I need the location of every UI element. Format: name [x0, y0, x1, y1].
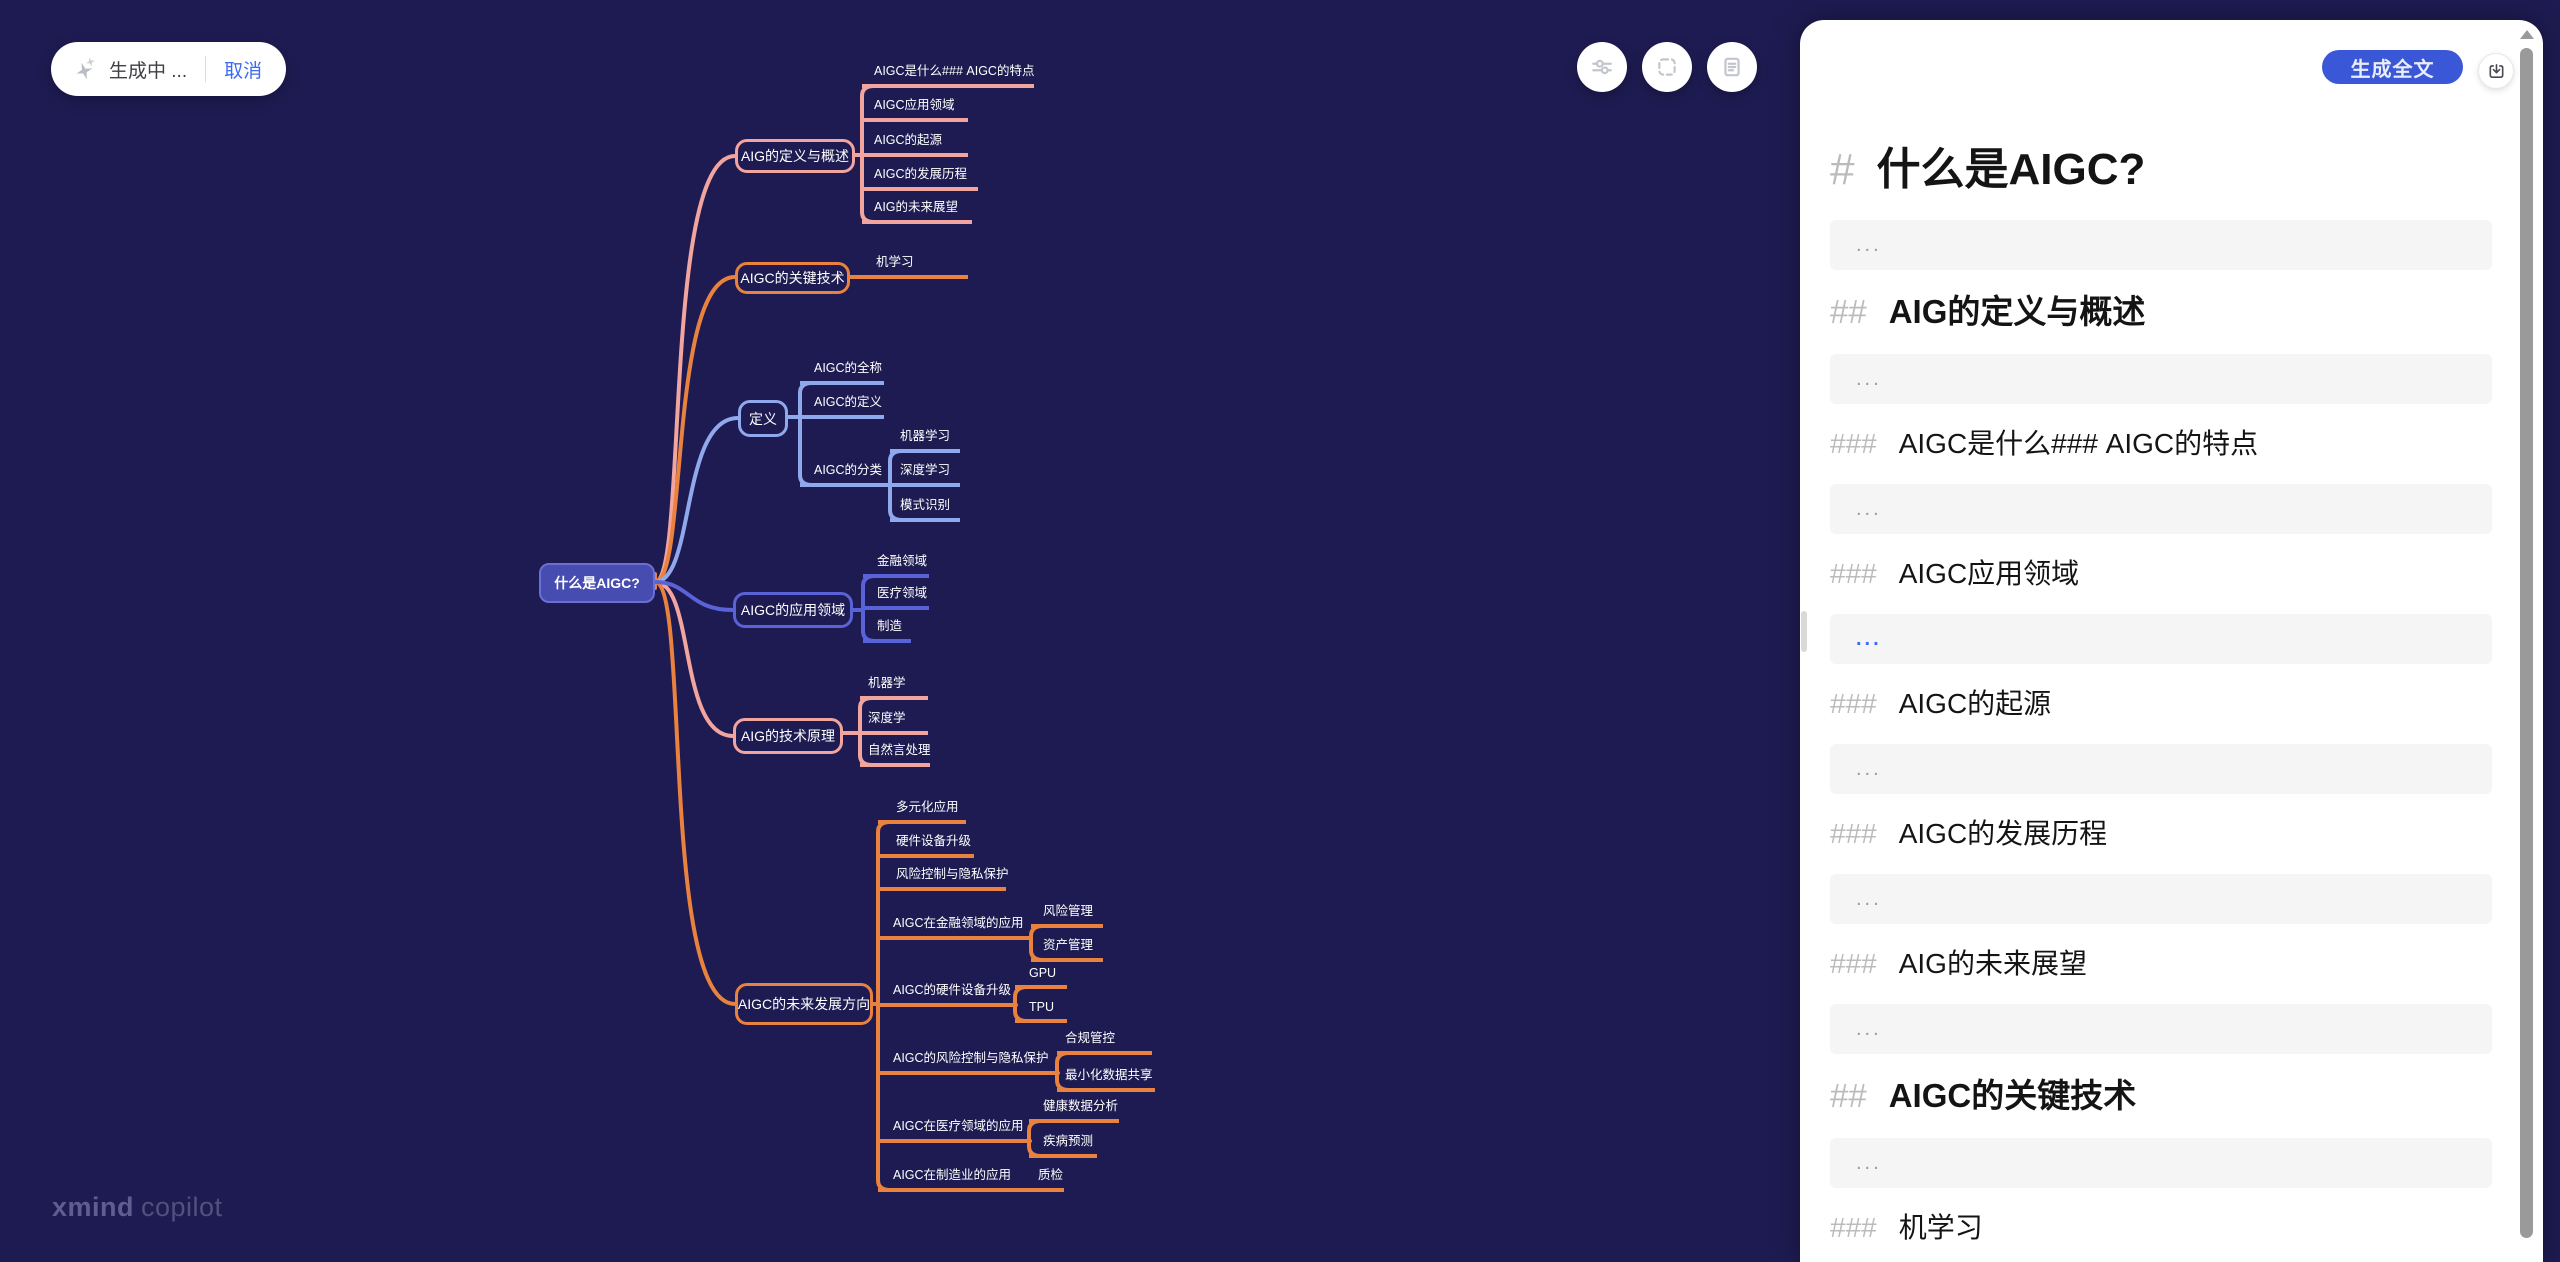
content-placeholder: ...: [1830, 484, 2492, 534]
outline-button[interactable]: [1707, 42, 1757, 92]
mindmap-node[interactable]: 金融领域: [863, 552, 929, 578]
mindmap-node[interactable]: AIGC应用领域: [862, 96, 968, 122]
mindmap-node[interactable]: 自然言处理: [860, 741, 931, 767]
mindmap-node[interactable]: 机器学: [860, 674, 928, 700]
content-placeholder: ...: [1830, 874, 2492, 924]
content-placeholder: ...: [1830, 354, 2492, 404]
mindmap-node[interactable]: AIGC的起源: [862, 131, 968, 157]
mindmap-node[interactable]: AIGC的分类: [800, 461, 886, 487]
document-panel: 生成全文 # 什么是AIGC? ... ## AIG的定义与概述 ... ### AI…: [1800, 20, 2543, 1262]
mindmap-node[interactable]: 资产管理: [1031, 936, 1103, 962]
scrollbar-up-arrow[interactable]: [2520, 30, 2534, 39]
content-placeholder: ...: [1830, 1004, 2492, 1054]
doc-heading: ### AIGC的起源: [1830, 682, 2492, 726]
doc-heading: ### AIGC是什么### AIGC的特点: [1830, 422, 2492, 466]
doc-heading: ### AIGC应用领域: [1830, 552, 2492, 596]
mindmap-node[interactable]: 机学习: [864, 253, 968, 279]
pill-divider: [205, 56, 207, 82]
mindmap-root-node[interactable]: 什么是AIGC?: [539, 563, 655, 603]
doc-heading: ### 机学习: [1830, 1206, 2492, 1250]
scrollbar-thumb[interactable]: [2520, 48, 2533, 1238]
spark-icon: [76, 57, 95, 80]
generation-status-pill: 生成中 ... 取消: [51, 42, 287, 96]
mindmap-node[interactable]: AIG的未来展望: [862, 198, 972, 224]
mindmap-node[interactable]: 疾病预测: [1029, 1132, 1097, 1158]
doc-title: # 什么是AIGC?: [1830, 138, 2492, 202]
markdown-hash: ##: [1830, 293, 1867, 330]
mindmap-branch[interactable]: 定义: [738, 400, 788, 437]
mindmap-branch[interactable]: AIGC的未来发展方向: [735, 983, 873, 1025]
mindmap-node[interactable]: 风险控制与隐私保护: [878, 865, 1009, 891]
markdown-hash: ###: [1830, 558, 1877, 589]
sliders-button[interactable]: [1577, 42, 1627, 92]
xmind-copilot-logo: xmind copilot: [52, 1192, 223, 1223]
mindmap-node[interactable]: AIGC的定义: [800, 393, 884, 419]
mindmap-node[interactable]: 多元化应用: [878, 798, 966, 824]
mindmap-node[interactable]: 深度学习: [890, 461, 960, 487]
mindmap-node[interactable]: 制造: [863, 617, 911, 643]
fit-frame-icon: [1658, 58, 1676, 76]
mindmap-node[interactable]: 健康数据分析: [1029, 1097, 1119, 1123]
logo-product: copilot: [141, 1192, 223, 1222]
mindmap-node[interactable]: 医疗领域: [863, 584, 929, 610]
export-button[interactable]: [2478, 53, 2514, 89]
markdown-hash: #: [1830, 145, 1855, 194]
mindmap-node[interactable]: AIGC在医疗领域的应用: [878, 1117, 1024, 1143]
mindmap-node[interactable]: AIGC在金融领域的应用: [878, 914, 1026, 940]
doc-heading: ## AIG的定义与概述: [1830, 288, 2492, 336]
mindmap-node[interactable]: 硬件设备升级: [878, 832, 974, 858]
mindmap-node[interactable]: 机器学习: [890, 427, 960, 453]
markdown-hash: ###: [1830, 428, 1877, 459]
mindmap-node[interactable]: 模式识别: [890, 496, 960, 522]
content-placeholder: ...: [1830, 1138, 2492, 1188]
mindmap-node[interactable]: AIGC的硬件设备升级: [878, 981, 1011, 1007]
mindmap-node[interactable]: 合规管控: [1057, 1029, 1152, 1055]
mindmap-node[interactable]: 风险管理: [1031, 902, 1103, 928]
markdown-hash: ###: [1830, 688, 1877, 719]
mindmap-branch[interactable]: AIGC的应用领域: [733, 592, 853, 628]
mindmap-branch[interactable]: AIG的定义与概述: [735, 139, 855, 173]
mindmap-node[interactable]: AIGC的发展历程: [862, 165, 978, 191]
markdown-hash: ###: [1830, 948, 1877, 979]
content-placeholder-generating: ...: [1830, 614, 2492, 664]
content-placeholder: ...: [1830, 220, 2492, 270]
mindmap-node[interactable]: AIGC的风险控制与隐私保护: [878, 1049, 1052, 1075]
mindmap-branch[interactable]: AIGC的关键技术: [735, 262, 850, 294]
doc-heading: ## AIGC的关键技术: [1830, 1072, 2492, 1120]
cancel-button[interactable]: 取消: [224, 60, 263, 82]
logo-brand: xmind: [52, 1192, 135, 1222]
fit-frame-button[interactable]: [1642, 42, 1692, 92]
markdown-hash: ###: [1830, 1212, 1877, 1243]
outline-icon: [1724, 57, 1740, 77]
mindmap-node[interactable]: 最小化数据共享: [1057, 1066, 1155, 1092]
doc-heading: ### AIG的未来展望: [1830, 942, 2492, 986]
generate-full-text-button[interactable]: 生成全文: [2322, 50, 2463, 84]
sliders-icon: [1592, 59, 1612, 75]
panel-resize-handle[interactable]: [1801, 611, 1807, 652]
markdown-hash: ###: [1830, 818, 1877, 849]
generating-label: 生成中 ...: [109, 60, 188, 82]
export-icon: [2489, 63, 2503, 78]
mindmap-node[interactable]: GPU: [1015, 963, 1067, 989]
mindmap-node[interactable]: AIGC在制造业的应用: [878, 1166, 1011, 1192]
markdown-hash: ##: [1830, 1077, 1867, 1114]
mindmap-node[interactable]: TPU: [1015, 997, 1067, 1023]
mindmap-node[interactable]: 深度学: [860, 709, 928, 735]
mindmap-branch[interactable]: AIG的技术原理: [733, 718, 843, 754]
document: # 什么是AIGC? ... ## AIG的定义与概述 ... ### AIGC是什么…: [1830, 20, 2492, 1262]
mindmap-node[interactable]: 质检: [1028, 1166, 1064, 1192]
content-placeholder: ...: [1830, 744, 2492, 794]
doc-heading: ### AIGC的发展历程: [1830, 812, 2492, 856]
mindmap-node[interactable]: AIGC是什么### AIGC的特点: [862, 62, 1034, 88]
mindmap-node[interactable]: AIGC的全称: [800, 359, 884, 385]
